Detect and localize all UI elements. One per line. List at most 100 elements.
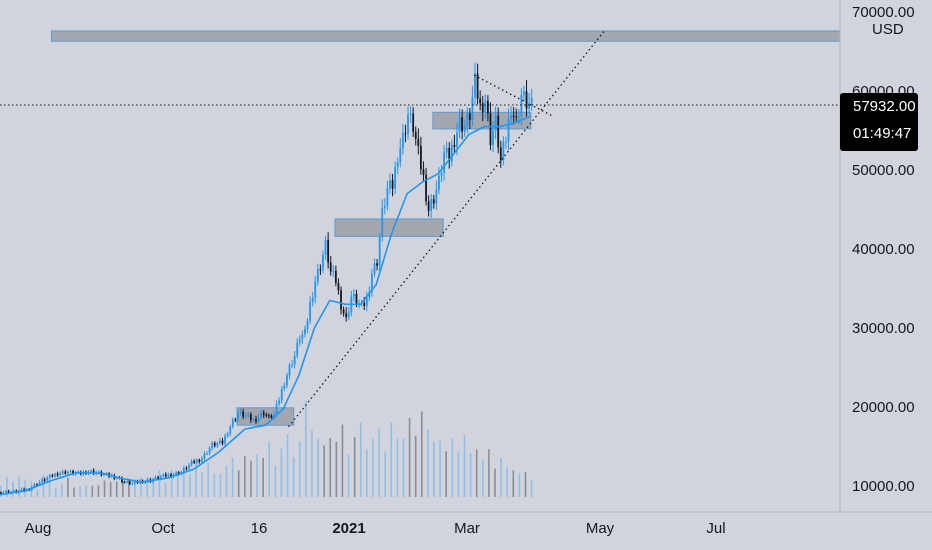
candle-body bbox=[293, 355, 296, 365]
ma-line bbox=[0, 115, 532, 496]
candle-body bbox=[435, 189, 438, 204]
moving-average bbox=[0, 115, 532, 496]
candle-body bbox=[128, 481, 131, 485]
time-tick-label: Mar bbox=[454, 520, 480, 537]
volume-bar bbox=[67, 477, 69, 497]
candle-body bbox=[213, 442, 216, 446]
candle-body bbox=[304, 328, 306, 335]
candle-body bbox=[288, 365, 291, 376]
candle-body bbox=[7, 491, 10, 494]
volume-bar bbox=[176, 472, 179, 497]
candle-body bbox=[499, 147, 502, 161]
volume-bar bbox=[323, 445, 325, 497]
volume-bar bbox=[463, 435, 466, 497]
candle-body bbox=[430, 199, 433, 211]
time-tick-label: Jul bbox=[706, 520, 725, 537]
candle-body bbox=[159, 476, 162, 479]
candle-body bbox=[528, 103, 531, 109]
candle-body bbox=[195, 459, 198, 463]
candle-body bbox=[427, 201, 430, 211]
candle-body bbox=[425, 174, 427, 202]
price-box-bg bbox=[840, 93, 918, 151]
volume-bar bbox=[378, 428, 380, 497]
candle-body bbox=[36, 484, 38, 486]
time-tick-label: Oct bbox=[151, 520, 175, 537]
candle-body bbox=[231, 419, 234, 427]
candle-body bbox=[389, 180, 391, 189]
candle-body bbox=[185, 468, 188, 470]
volume-bar bbox=[512, 470, 515, 497]
candle-body bbox=[301, 334, 304, 340]
candle-body bbox=[347, 312, 350, 318]
candle-body bbox=[286, 375, 288, 386]
volume-bar bbox=[414, 435, 417, 497]
candle-body bbox=[48, 475, 51, 478]
volume-bar bbox=[298, 441, 301, 497]
volume-bar bbox=[530, 479, 533, 497]
candle-body bbox=[319, 269, 322, 271]
volume-bar bbox=[195, 462, 197, 497]
time-axis[interactable]: Aug Oct 16 2021 Mar May Jul bbox=[25, 520, 726, 537]
candle-body bbox=[224, 435, 226, 444]
volume-bar bbox=[445, 451, 447, 497]
candle-body bbox=[123, 481, 126, 483]
candle-body bbox=[394, 166, 397, 189]
candle-body bbox=[309, 302, 312, 321]
candle-body bbox=[381, 207, 384, 238]
volume-bar bbox=[451, 438, 454, 497]
candle-body bbox=[5, 491, 7, 493]
candle-body bbox=[497, 115, 500, 148]
candle-body bbox=[131, 483, 134, 485]
candle-body bbox=[489, 113, 492, 146]
candle-body bbox=[157, 477, 159, 479]
candle-body bbox=[306, 320, 309, 329]
candle-body bbox=[353, 294, 355, 297]
candle-body bbox=[234, 419, 237, 421]
volume-bar bbox=[231, 457, 234, 497]
candle-body bbox=[373, 263, 376, 274]
top-resistance bbox=[51, 30, 841, 42]
candle-body bbox=[208, 448, 211, 454]
candle-body bbox=[278, 400, 281, 404]
candle-body bbox=[316, 269, 319, 282]
candle-body bbox=[198, 459, 201, 462]
volume-bar bbox=[122, 481, 124, 497]
candle-body bbox=[450, 144, 453, 162]
candle-body bbox=[445, 147, 448, 153]
volume-bar bbox=[54, 488, 57, 497]
candle-body bbox=[507, 119, 510, 142]
volume-bar bbox=[481, 459, 484, 497]
candle-body bbox=[448, 147, 451, 162]
candle-body bbox=[463, 126, 466, 132]
candle-body bbox=[383, 205, 386, 208]
candle-body bbox=[221, 440, 224, 444]
price-tick-label: 20000.00 bbox=[852, 399, 915, 416]
candle-body bbox=[203, 453, 206, 459]
candle-body bbox=[342, 309, 345, 314]
candle-body bbox=[20, 489, 23, 491]
candle-body bbox=[334, 270, 337, 283]
volume-bar bbox=[311, 430, 313, 497]
volume-bar bbox=[244, 456, 246, 497]
volume-bar bbox=[366, 449, 368, 497]
candle-body bbox=[355, 294, 358, 304]
volume-bar bbox=[79, 486, 81, 497]
candle-body bbox=[466, 113, 469, 127]
candle-body bbox=[324, 239, 327, 255]
candle-body bbox=[244, 415, 247, 417]
volume-bar bbox=[61, 483, 63, 497]
candle-body bbox=[280, 389, 283, 401]
volume-bar bbox=[91, 485, 94, 497]
volume-bar bbox=[347, 454, 350, 497]
candle-body bbox=[229, 426, 232, 435]
volume-bar bbox=[146, 478, 149, 497]
last-price-box: 57932.00 01:49:47 bbox=[840, 93, 918, 151]
candle-body bbox=[43, 479, 46, 481]
volume-bar bbox=[469, 453, 472, 497]
price-axis[interactable]: 10000.00 20000.00 30000.00 40000.00 50000.00… bbox=[852, 4, 915, 495]
price-tick-label: 30000.00 bbox=[852, 320, 915, 337]
candle-body bbox=[298, 339, 301, 343]
volume-bar bbox=[420, 411, 423, 497]
